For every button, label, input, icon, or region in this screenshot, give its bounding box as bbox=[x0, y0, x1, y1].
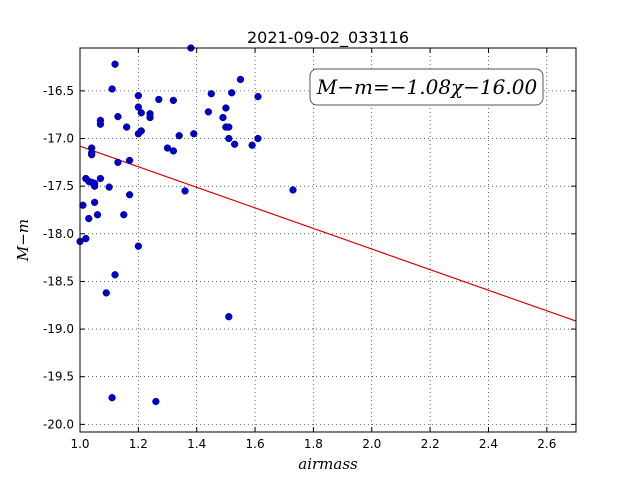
data-point bbox=[125, 191, 134, 199]
data-point bbox=[108, 394, 116, 402]
annotation-box bbox=[309, 68, 544, 106]
x-tick-label: 2.4 bbox=[479, 437, 498, 451]
data-point bbox=[137, 109, 145, 117]
data-point bbox=[248, 141, 256, 149]
data-point bbox=[236, 75, 245, 84]
data-point bbox=[93, 211, 102, 219]
data-point bbox=[134, 103, 143, 111]
data-point bbox=[289, 186, 297, 194]
data-point bbox=[79, 201, 87, 209]
data-point bbox=[102, 289, 110, 297]
data-point bbox=[225, 313, 233, 321]
y-tick-labels: -16.5 -17.0 -17.5 -18.0 -18.5 -19.0 -19.5 -20.0 bbox=[43, 84, 74, 431]
data-point bbox=[134, 242, 143, 250]
x-tick-labels: 1.0 1.2 1.4 1.6 1.8 2.0 2.2 2.4 2.6 bbox=[70, 437, 556, 451]
axis-ticks bbox=[79, 48, 576, 432]
data-point bbox=[88, 151, 96, 159]
x-tick-label: 1.0 bbox=[70, 437, 89, 451]
data-point bbox=[254, 92, 262, 101]
y-tick-label: -16.5 bbox=[43, 84, 74, 98]
data-point bbox=[181, 187, 189, 195]
data-point bbox=[163, 144, 172, 152]
x-tick-label: 2.0 bbox=[362, 437, 381, 451]
data-points bbox=[76, 44, 297, 406]
x-tick-label: 2.2 bbox=[421, 437, 440, 451]
y-tick-label: -18.0 bbox=[43, 227, 74, 241]
x-axis-label: airmass bbox=[298, 455, 358, 473]
y-tick-label: -20.0 bbox=[43, 417, 74, 431]
data-point bbox=[225, 134, 233, 143]
data-point bbox=[230, 140, 239, 148]
data-point bbox=[120, 211, 128, 219]
data-point bbox=[111, 60, 119, 68]
data-point bbox=[96, 120, 105, 128]
data-point bbox=[155, 95, 163, 104]
data-point bbox=[114, 158, 122, 166]
y-tick-label: -17.5 bbox=[43, 179, 74, 193]
x-tick-label: 1.2 bbox=[129, 437, 148, 451]
x-tick-label: 2.6 bbox=[537, 437, 556, 451]
annotation-text: M−m=−1.08χ−16.00 bbox=[316, 75, 538, 99]
plot-area bbox=[76, 44, 577, 433]
data-point bbox=[219, 113, 227, 122]
data-point bbox=[175, 132, 183, 140]
data-point bbox=[90, 182, 99, 190]
data-point bbox=[108, 85, 116, 93]
y-axis-label: M−m bbox=[14, 219, 32, 262]
data-point bbox=[134, 130, 143, 138]
data-point bbox=[169, 96, 178, 105]
y-tick-label: -18.5 bbox=[43, 274, 74, 288]
data-point bbox=[254, 134, 262, 143]
fit-line-group bbox=[79, 145, 577, 322]
data-point bbox=[225, 123, 233, 131]
data-point bbox=[90, 198, 99, 207]
y-tick-label: -19.0 bbox=[43, 322, 74, 336]
data-point bbox=[114, 112, 122, 121]
x-tick-label: 1.6 bbox=[246, 437, 265, 451]
data-point bbox=[152, 397, 160, 406]
data-point bbox=[204, 108, 213, 116]
chart-title: 2021-09-02_033116 bbox=[247, 28, 409, 48]
data-point bbox=[190, 130, 198, 138]
data-point bbox=[222, 104, 230, 112]
data-point bbox=[134, 91, 143, 100]
data-point bbox=[111, 271, 119, 279]
data-point bbox=[228, 89, 236, 97]
data-point bbox=[125, 156, 134, 165]
data-point bbox=[85, 214, 93, 223]
plot-frame bbox=[79, 47, 577, 433]
data-point bbox=[146, 113, 154, 122]
y-tick-label: -17.0 bbox=[43, 132, 74, 146]
data-point bbox=[123, 123, 131, 131]
data-point bbox=[207, 90, 215, 98]
x-tick-label: 1.4 bbox=[187, 437, 206, 451]
data-point bbox=[82, 234, 90, 243]
x-tick-label: 1.8 bbox=[304, 437, 323, 451]
data-point bbox=[96, 174, 105, 183]
data-point bbox=[105, 183, 113, 191]
y-tick-label: -19.5 bbox=[43, 370, 74, 384]
plot-background bbox=[80, 48, 576, 432]
fit-line bbox=[79, 145, 577, 322]
data-point bbox=[169, 147, 178, 155]
fit-annotation: M−m=−1.08χ−16.00 bbox=[309, 68, 544, 106]
